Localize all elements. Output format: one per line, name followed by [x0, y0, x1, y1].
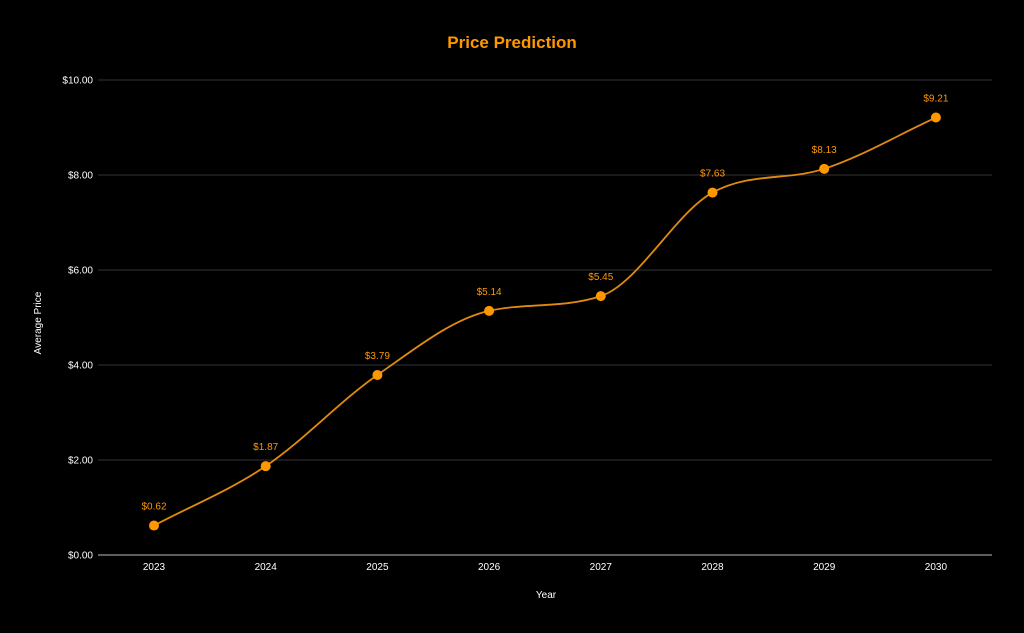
- y-tick-label: $2.00: [68, 456, 93, 467]
- data-point-2028: [707, 187, 718, 198]
- chart-title: Price Prediction: [447, 33, 576, 52]
- y-tick-label: $4.00: [68, 361, 93, 372]
- x-tick-label: 2024: [255, 562, 278, 573]
- y-tick-label: $8.00: [68, 171, 93, 182]
- x-tick-label: 2027: [590, 562, 613, 573]
- data-point-2030: [930, 112, 941, 123]
- x-tick-label: 2030: [925, 562, 948, 573]
- x-tick-label: 2025: [366, 562, 389, 573]
- y-axis-title: Average Price: [33, 291, 44, 354]
- x-axis-title: Year: [536, 590, 557, 601]
- data-points: [149, 112, 941, 531]
- data-label-2029: $8.13: [812, 145, 837, 156]
- gridlines: [98, 79, 992, 461]
- data-label-2024: $1.87: [253, 442, 278, 453]
- data-point-2029: [819, 163, 830, 174]
- data-labels: $0.62 $1.87 $3.79 $5.14 $5.45 $7.63 $8.13 $9.21: [141, 94, 948, 513]
- data-point-2023: [149, 520, 159, 531]
- x-tick-label: 2023: [143, 562, 166, 573]
- x-tick-label: 2026: [478, 562, 501, 573]
- data-point-2026: [484, 305, 495, 316]
- x-tick-label: 2029: [813, 562, 836, 573]
- data-label-2028: $7.63: [700, 169, 725, 180]
- series-line-group: [153, 116, 937, 527]
- series-line-average-price: [153, 116, 937, 527]
- data-point-2027: [595, 291, 606, 302]
- data-label-2027: $5.45: [588, 272, 613, 283]
- data-label-2026: $5.14: [477, 287, 502, 298]
- y-tick-label: $0.00: [68, 551, 93, 562]
- x-tick-label: 2028: [701, 562, 724, 573]
- y-tick-label: $6.00: [68, 266, 93, 277]
- y-tick-label: $10.00: [62, 76, 93, 87]
- data-point-2024: [260, 461, 271, 472]
- axes: $0.00 $2.00 $4.00 $6.00 $8.00 $10.00 2023 2024 2…: [62, 76, 992, 573]
- data-label-2030: $9.21: [923, 94, 948, 105]
- data-point-2025: [372, 369, 383, 380]
- data-label-2023: $0.62: [141, 502, 166, 513]
- data-label-2025: $3.79: [365, 351, 390, 362]
